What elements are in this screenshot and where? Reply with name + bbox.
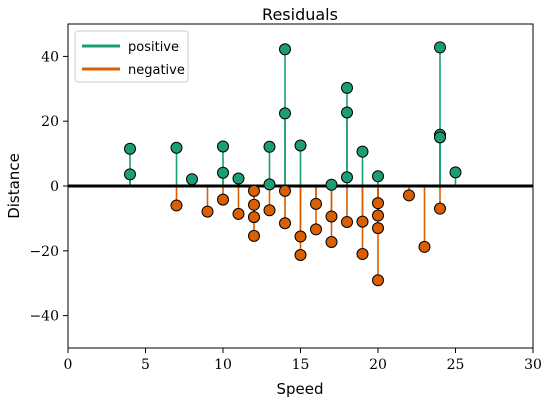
- negative-point: [294, 249, 307, 262]
- positive-point: [449, 166, 462, 179]
- negative-point: [356, 215, 369, 228]
- negative-point: [372, 197, 384, 210]
- y-tick-label: 40: [41, 49, 59, 65]
- x-axis-ticks: 0 5 10 15 20 25 30: [64, 348, 542, 373]
- negative-point: [217, 193, 229, 206]
- markers-layer: [124, 41, 462, 287]
- negative-point: [403, 189, 415, 202]
- legend-negative-label: negative: [128, 63, 185, 78]
- positive-point: [186, 173, 198, 186]
- negative-point: [325, 236, 338, 249]
- y-axis-ticks: −40 −20 0 20 40: [29, 49, 68, 325]
- legend: positive negative: [74, 30, 189, 83]
- y-tick-label: 0: [50, 179, 59, 195]
- y-axis-label: Distance: [5, 153, 23, 219]
- x-tick-label: 10: [214, 357, 232, 373]
- positive-point: [434, 41, 446, 54]
- negative-point: [418, 240, 431, 253]
- x-tick-label: 30: [524, 357, 542, 373]
- positive-point: [341, 106, 353, 119]
- negative-point: [325, 210, 338, 223]
- negative-point: [279, 184, 291, 197]
- negative-point: [372, 222, 384, 235]
- positive-point: [170, 141, 183, 154]
- positive-point: [279, 107, 291, 120]
- negative-point: [263, 204, 276, 217]
- negative-point: [341, 215, 353, 228]
- x-tick-label: 20: [369, 357, 387, 373]
- positive-point: [279, 43, 291, 56]
- positive-point: [372, 170, 384, 183]
- negative-point: [372, 274, 384, 287]
- positive-point: [124, 142, 136, 155]
- positive-point: [294, 139, 307, 152]
- x-axis-label: Speed: [276, 380, 323, 398]
- negative-point: [232, 207, 245, 220]
- x-tick-label: 0: [64, 357, 73, 373]
- x-tick-label: 25: [447, 357, 465, 373]
- positive-point: [232, 172, 245, 185]
- negative-point: [434, 202, 446, 215]
- negative-point: [279, 217, 291, 230]
- x-tick-label: 15: [292, 357, 310, 373]
- positive-point: [124, 168, 136, 181]
- negative-point: [294, 230, 307, 243]
- negative-point: [356, 248, 369, 261]
- positive-point: [263, 178, 276, 191]
- negative-point: [310, 223, 322, 236]
- positive-point: [325, 178, 338, 191]
- y-tick-label: 20: [41, 114, 59, 130]
- positive-point: [217, 140, 229, 153]
- negative-point: [248, 211, 260, 224]
- positive-point: [434, 131, 446, 144]
- negative-point: [372, 209, 384, 222]
- y-tick-label: −20: [29, 244, 59, 260]
- positive-point: [341, 81, 353, 94]
- chart-title: Residuals: [262, 5, 338, 24]
- negative-point: [170, 199, 183, 212]
- negative-point: [248, 184, 260, 197]
- legend-positive-label: positive: [128, 40, 179, 55]
- negative-point: [248, 229, 260, 242]
- y-tick-label: −40: [29, 309, 59, 325]
- positive-point: [341, 171, 353, 184]
- x-tick-label: 5: [141, 357, 150, 373]
- positive-point: [217, 166, 229, 179]
- positive-point: [356, 145, 369, 158]
- positive-point: [263, 140, 276, 153]
- negative-point: [201, 205, 214, 218]
- negative-point: [310, 197, 322, 210]
- negative-point: [248, 198, 260, 211]
